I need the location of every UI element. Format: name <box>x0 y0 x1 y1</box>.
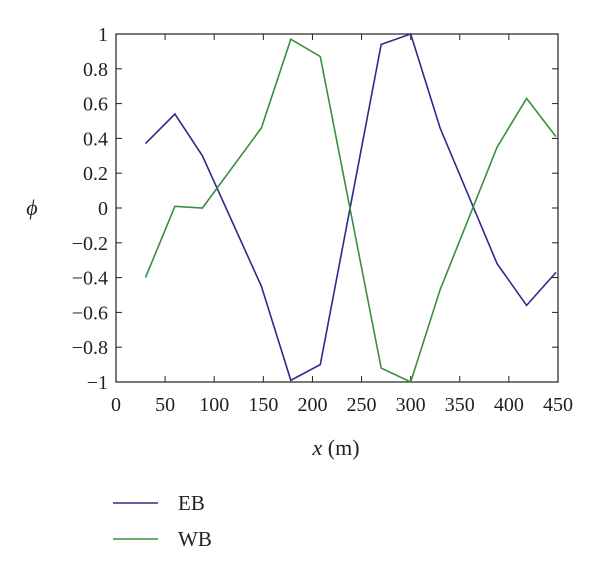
axes <box>115 33 559 383</box>
y-tick-label: 0.6 <box>83 94 108 116</box>
x-axis-label: x (m) <box>311 435 359 460</box>
x-tick-label: 300 <box>396 394 426 416</box>
series-line-eb <box>144 32 557 382</box>
x-tick-label: 450 <box>543 394 573 416</box>
y-tick-label: 1 <box>98 24 108 46</box>
tick-labels: 0 50 100 150 200 250 300 350 400 450 −1 −0.8 −0.6 −0.… <box>72 24 573 416</box>
y-tick-label: 0.4 <box>83 128 108 150</box>
x-tick-label: 100 <box>199 394 229 416</box>
y-tick-label: −0.2 <box>72 233 108 255</box>
x-tick-label: 150 <box>248 394 278 416</box>
x-axis-unit: (m) <box>322 435 359 460</box>
series-lines <box>144 32 557 384</box>
y-tick-label: −0.4 <box>72 268 108 290</box>
x-tick-label: 350 <box>445 394 475 416</box>
x-tick-label: 0 <box>111 394 121 416</box>
y-tick-label: −0.6 <box>72 302 108 324</box>
x-tick-label: 250 <box>347 394 377 416</box>
y-axis-label: ϕ <box>26 195 37 220</box>
y-tick-label: 0.2 <box>83 163 108 185</box>
legend-label-eb: EB <box>178 491 205 515</box>
y-tick-label: 0 <box>98 198 108 220</box>
x-axis-variable: x <box>311 435 322 460</box>
x-tick-label: 50 <box>155 394 175 416</box>
series-line-wb <box>144 38 557 384</box>
legend: EB WB <box>113 491 212 551</box>
y-tick-label: −0.8 <box>72 337 108 359</box>
y-tick-label: 0.8 <box>83 59 108 81</box>
x-tick-label: 400 <box>494 394 524 416</box>
legend-label-wb: WB <box>178 527 212 551</box>
plot-frame <box>115 33 559 383</box>
x-tick-label: 200 <box>297 394 327 416</box>
y-tick-label: −1 <box>87 372 108 394</box>
